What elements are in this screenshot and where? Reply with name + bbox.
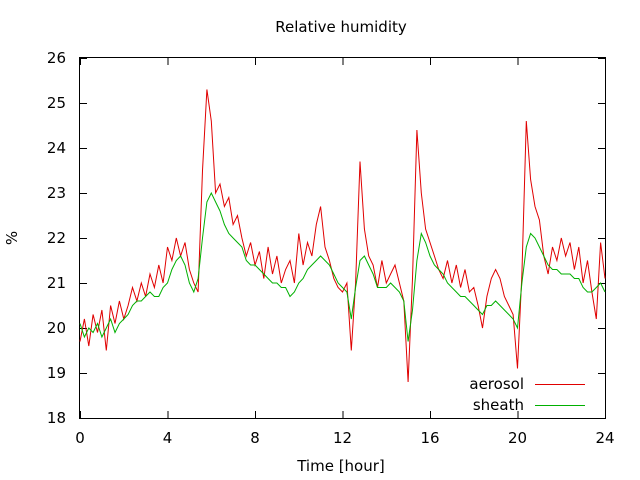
y-tick-label: 21 bbox=[47, 274, 66, 292]
x-tick-label: 16 bbox=[420, 429, 439, 447]
x-tick-label: 24 bbox=[595, 429, 614, 447]
x-tick-label: 4 bbox=[163, 429, 173, 447]
y-tick-label: 23 bbox=[47, 184, 66, 202]
series-layer bbox=[79, 89, 606, 383]
y-tick-label: 19 bbox=[47, 364, 66, 382]
y-tick-label: 22 bbox=[47, 229, 66, 247]
legend-label: aerosol bbox=[469, 375, 524, 393]
chart-title: Relative humidity bbox=[275, 18, 407, 36]
plot-frame bbox=[79, 57, 606, 419]
y-tick-label: 20 bbox=[47, 319, 66, 337]
x-axis-label: Time [hour] bbox=[296, 457, 385, 475]
x-tick-label: 12 bbox=[333, 429, 352, 447]
y-tick-label: 25 bbox=[47, 94, 66, 112]
x-tick-label: 8 bbox=[250, 429, 260, 447]
x-tick-label: 20 bbox=[508, 429, 527, 447]
ticks-layer: 0 4 8 12 16 20 24 18 19 20 21 22 23 24 25 26 bbox=[47, 49, 615, 447]
y-tick-label: 24 bbox=[47, 139, 66, 157]
legend-label: sheath bbox=[473, 396, 524, 414]
y-tick-label: 26 bbox=[47, 49, 66, 67]
y-axis-label: % bbox=[3, 231, 21, 245]
series-line-aerosol bbox=[79, 89, 606, 383]
series-line-sheath bbox=[79, 191, 606, 342]
y-tick-label: 18 bbox=[47, 409, 66, 427]
x-tick-label: 0 bbox=[75, 429, 85, 447]
legend: aerosol sheath bbox=[469, 375, 585, 414]
